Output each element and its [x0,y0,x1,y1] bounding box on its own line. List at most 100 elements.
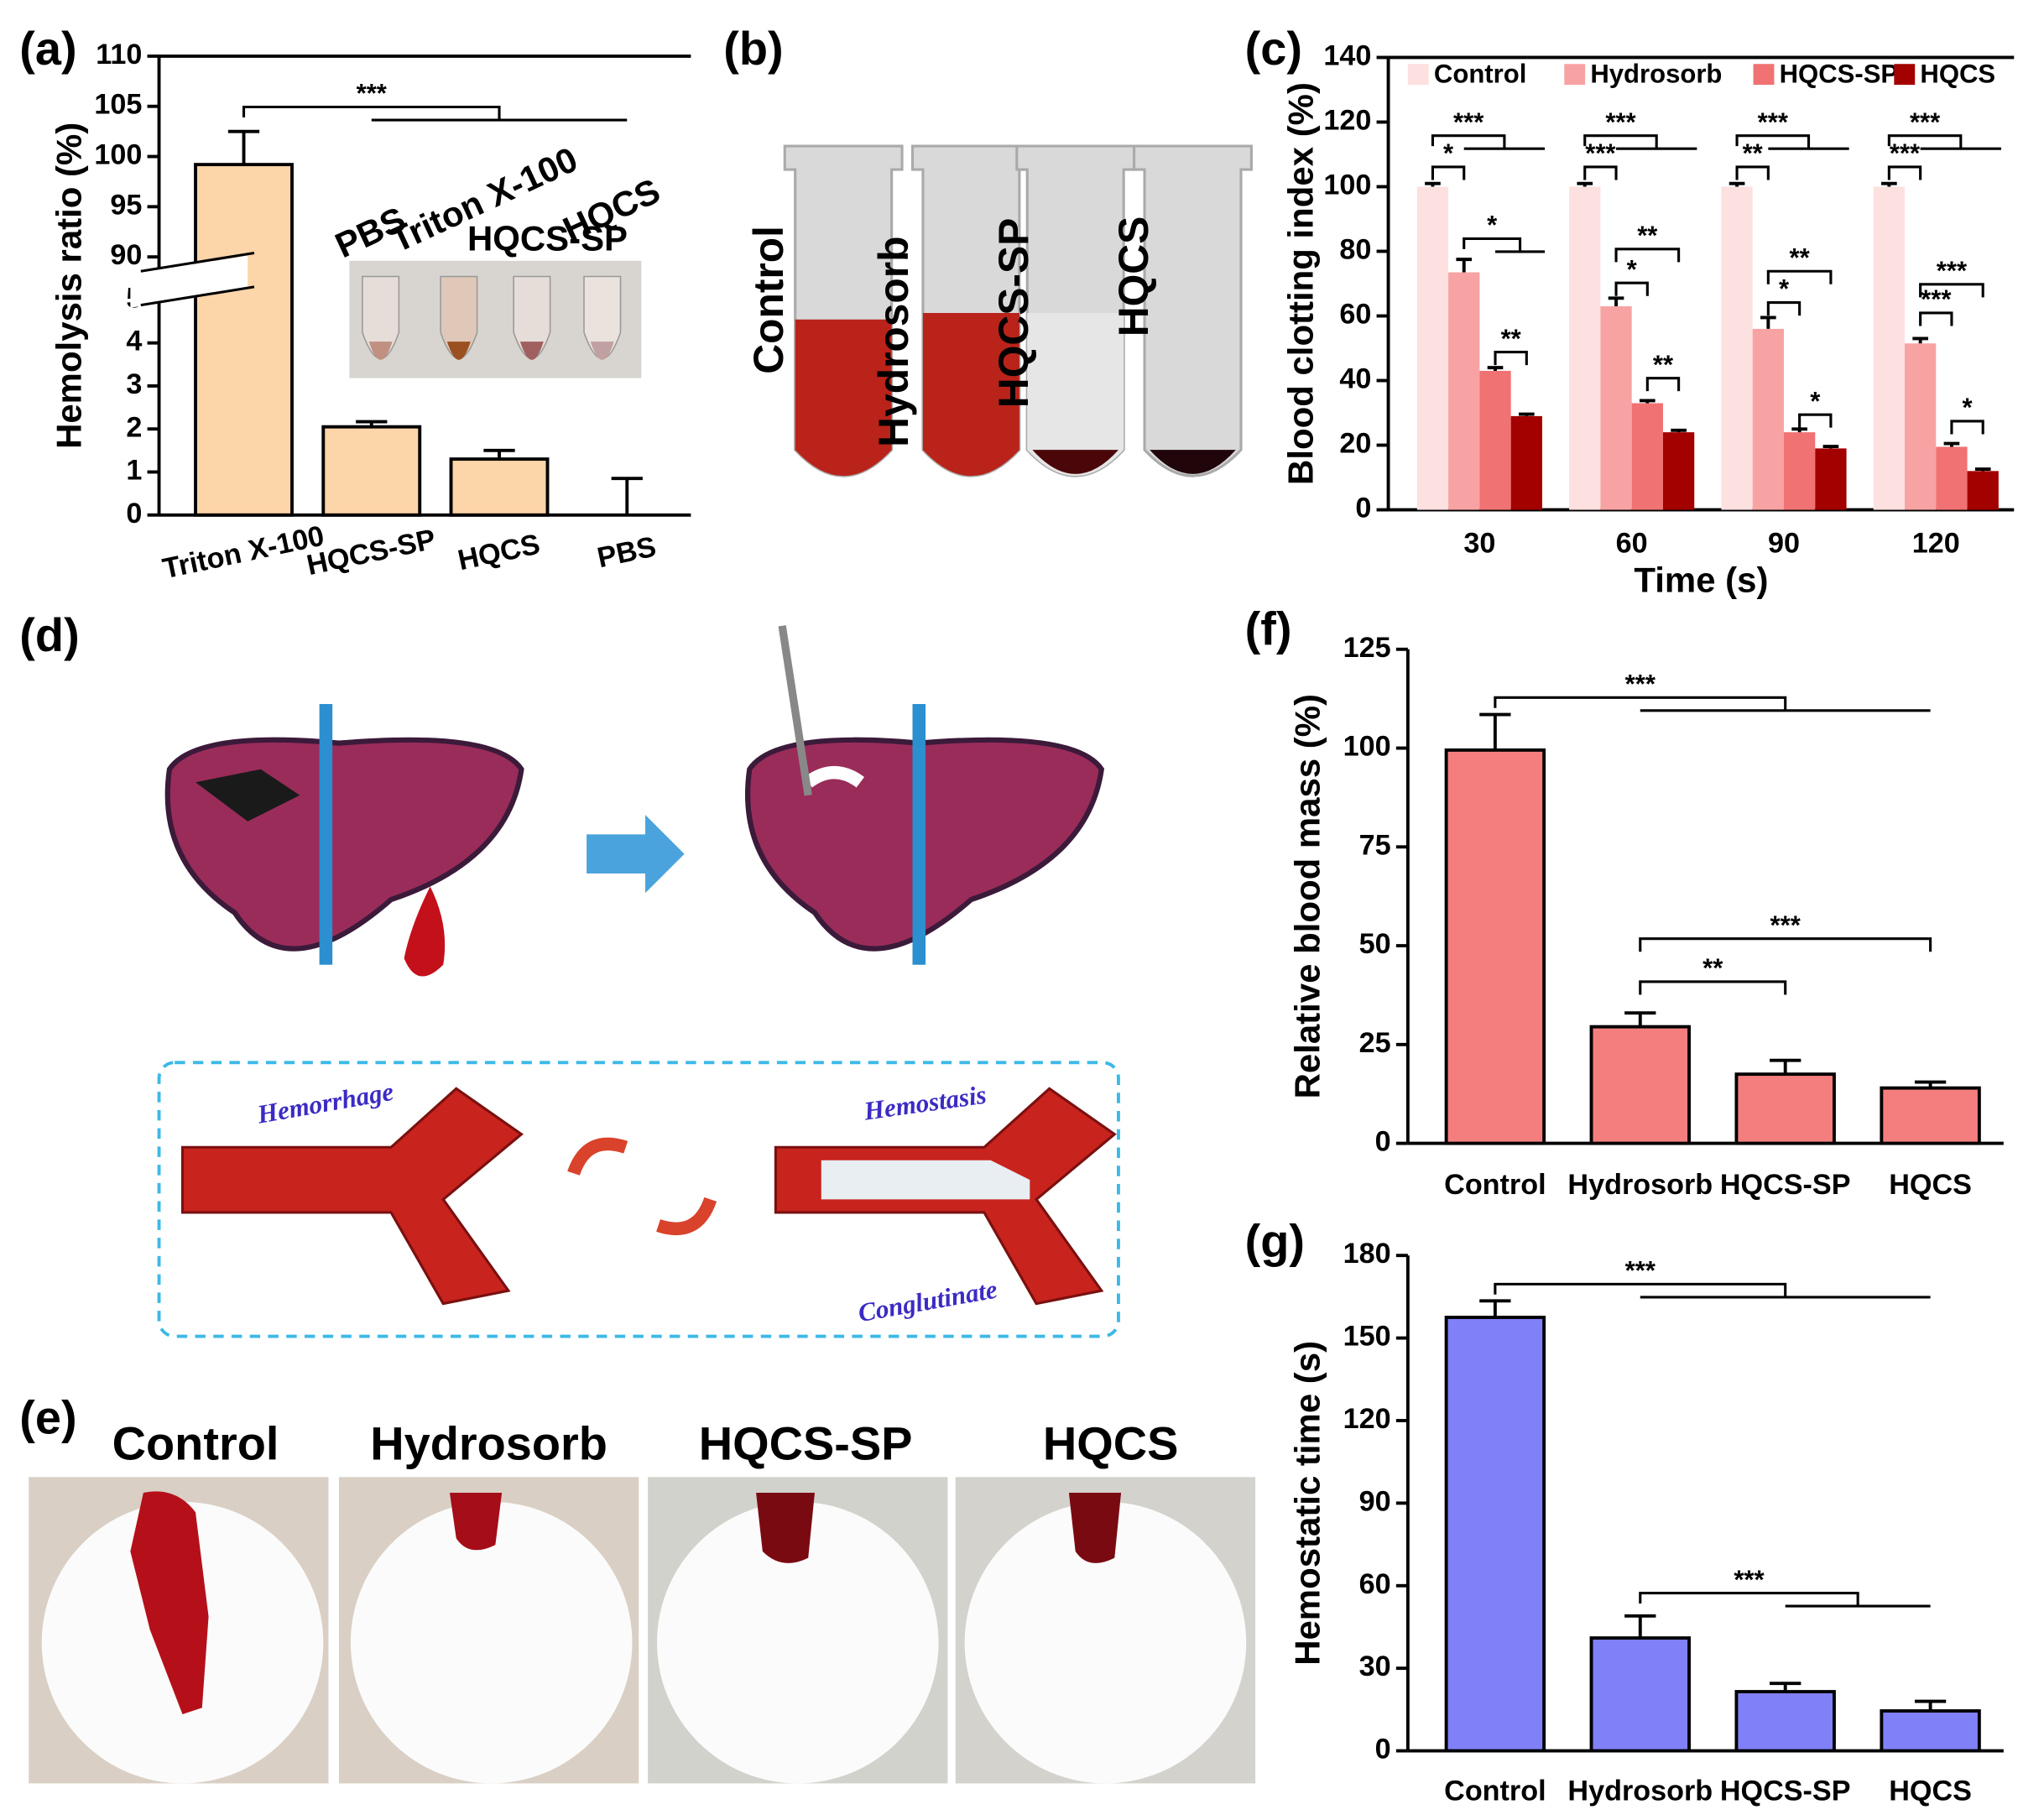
photo-label: Hydrosorb [370,1416,607,1469]
inset-label: HQCS-SP [467,219,628,258]
tube-label: HQCS [1110,216,1157,337]
error-bar [227,129,260,165]
filter-paper-photos [29,1477,1256,1784]
significance-bracket [1639,1592,1931,1608]
error-bar [1608,296,1624,306]
bar [1569,186,1601,510]
y-tick-label: 2 [126,411,142,443]
significance-bracket [1735,134,1849,150]
bar [1936,446,1968,510]
error-bar [1914,1080,1947,1088]
y-tick-label: 120 [1343,1403,1391,1435]
bar [1815,448,1847,510]
significance-label: *** [1758,107,1789,137]
significance-bracket [1919,311,1953,326]
error-bar [1425,181,1441,187]
y-tick-label: 90 [110,239,142,271]
significance-label: *** [1585,138,1616,168]
error-bar [1760,316,1776,329]
error-bar [1456,258,1473,273]
bar [1873,186,1906,510]
tube-label: Hydrosorb [870,236,917,446]
error-bar [1791,427,1807,433]
significance-bracket [1494,696,1931,712]
legend-swatch [1894,64,1916,86]
bar [1880,1709,1981,1753]
bar [1967,471,1999,510]
y-tick-label: 110 [96,39,142,70]
inset-tube-content [446,342,471,360]
bar [194,163,294,517]
photo-label: HQCS [1043,1416,1179,1469]
y-tick-label: 100 [94,139,142,171]
x-tick-label: 120 [1912,528,1960,560]
inset-tube-content [519,342,544,360]
significance-label: * [1963,393,1974,422]
y-tick-label: 150 [1343,1321,1391,1353]
significance-label: *** [1937,256,1968,285]
significance-bracket [1614,281,1649,296]
bar [1589,1636,1691,1753]
significance-bracket [1766,269,1833,284]
y-tick-label: 0 [1375,1126,1391,1158]
bar [1734,1690,1836,1753]
bar [1631,403,1663,510]
y-tick-label: 75 [1359,829,1391,861]
significance-bracket [1431,165,1466,180]
inset-tube-content [368,342,393,360]
error-bar [1640,399,1656,404]
x-tick-label: HQCS [1889,1775,1972,1807]
y-tick-label: 0 [1375,1734,1391,1765]
significance-bracket [1919,283,1984,298]
significance-bracket [1950,420,1984,435]
panel-label: (f) [1245,602,1292,654]
error-bar [1487,366,1504,371]
significance-label: *** [357,79,388,108]
significance-bracket [1463,237,1546,253]
significance-label: * [1443,138,1454,168]
significance-label: * [1779,274,1790,304]
significance-label: *** [1453,107,1484,137]
error-bar [1577,181,1593,187]
significance-bracket [1583,134,1697,150]
y-tick-label: 1 [126,455,142,487]
error-bar [1729,181,1745,187]
x-tick-label: 60 [1616,528,1648,560]
bar [1510,415,1542,510]
axis-break [130,255,248,308]
error-bar [1822,445,1839,449]
error-bar [1479,1299,1511,1317]
significance-bracket [1735,165,1770,180]
significance-label: *** [1734,1565,1765,1594]
bar [1444,1316,1546,1753]
y-tick-label: 140 [1323,39,1371,71]
y-tick-label: 0 [126,498,142,529]
bar [1783,432,1816,510]
illustration-label: Hemostasis [862,1080,988,1126]
significance-label: ** [1790,242,1811,272]
y-tick-label: 4 [126,326,142,357]
error-bar [1943,441,1960,447]
photo-label: Control [112,1416,279,1469]
inset-tube-content [590,342,614,360]
y-tick-label: 105 [94,89,142,121]
significance-bracket [1887,134,2001,150]
y-tick-label: 100 [1323,169,1371,201]
x-tick-label: HQCS [1889,1169,1972,1201]
x-tick-label: HQCS-SP [1720,1775,1851,1807]
x-tick-label: Triton X-100 [160,520,327,586]
legend-label: Hydrosorb [1590,59,1722,88]
photo-label: HQCS-SP [699,1416,913,1469]
significance-label: ** [1501,324,1522,353]
significance-label: ** [1653,350,1674,379]
y-axis-label: Hemolysis ratio (%) [50,123,89,449]
significance-label: ** [1743,138,1764,168]
legend-label: HQCS-SP [1780,59,1899,88]
x-tick-label: Control [1444,1169,1546,1201]
error-bar [1671,428,1687,433]
x-tick-label: 30 [1463,528,1495,560]
y-tick-label: 25 [1359,1027,1391,1059]
significance-bracket [1639,937,1932,952]
error-bar [1770,1682,1802,1692]
y-tick-label: 60 [1359,1568,1391,1600]
